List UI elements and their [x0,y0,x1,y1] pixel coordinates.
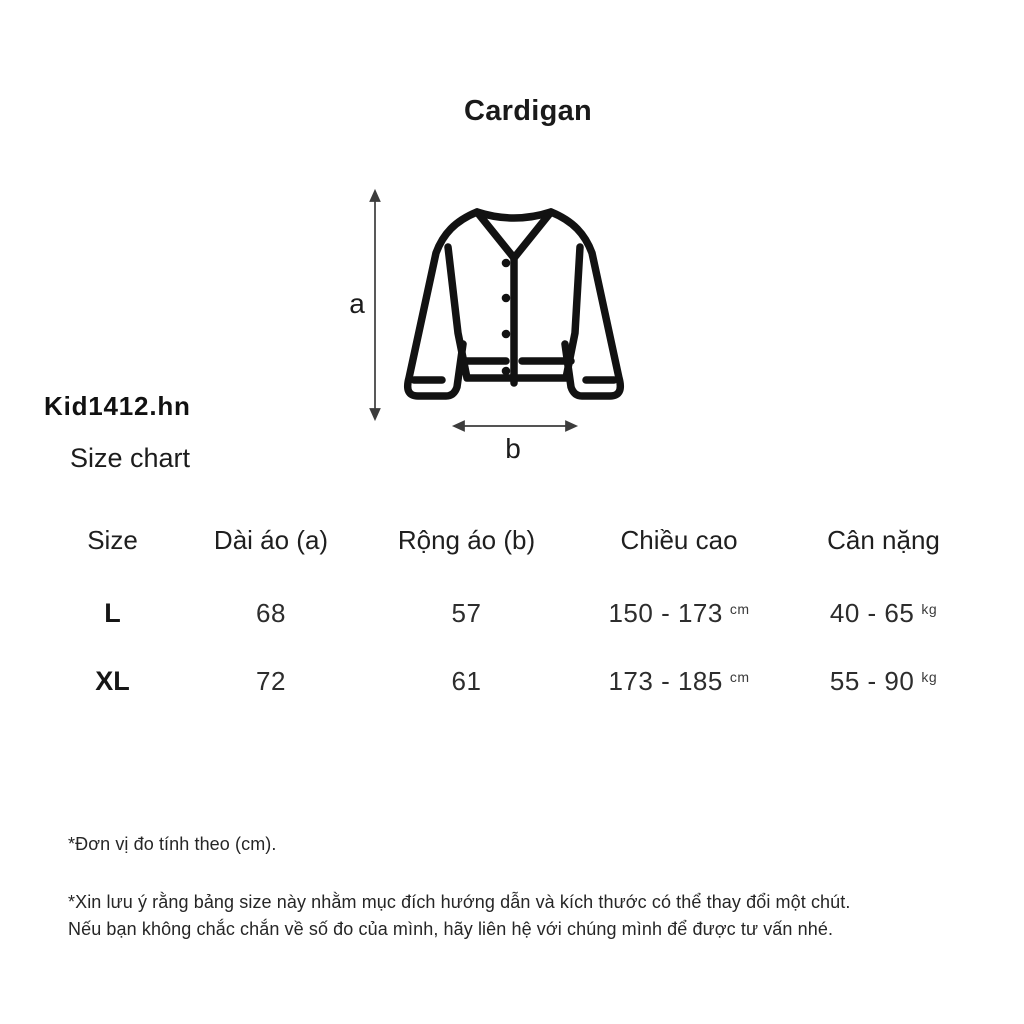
dai-ao-value: 72 [256,665,286,696]
length-label: a [349,288,365,319]
size-chart-heading: Size chart [70,443,191,473]
header-dai-ao: Dài áo (a) [213,524,329,555]
header-rong-ao: Rộng áo (b) [397,524,536,555]
brand-watermark: Kid1412.hn [44,391,191,421]
page-title-text: Cardigan [463,95,593,127]
header-chieu-cao: Chiều cao [620,524,738,555]
chieu-cao-unit: cm [729,668,750,685]
can-nang-value: 55 - 90 kg [787,666,980,697]
can-nang-unit: kg [921,600,938,617]
can-nang-value: 40 - 65 kg [787,598,980,629]
header-size: Size [87,524,138,555]
width-label: b [505,433,521,464]
length-arrow [369,188,381,422]
disclaimer-footnote: *Xin lưu ý rằng bảng size này nhằm mục đ… [68,889,850,943]
garment-diagram: a b [349,188,625,464]
table-row-l: L 68 57 150 - 173 cm 40 - 65 kg [45,579,980,647]
disclaimer-line-2: Nếu bạn không chắc chắn về số đo của mìn… [68,919,834,939]
cardigan-left-sleeve [403,208,481,400]
can-nang-range: 40 - 65 [829,597,915,628]
disclaimer-line-1: *Xin lưu ý rằng bảng size này nhằm mục đ… [68,892,851,912]
chieu-cao-value: 150 - 173 cm [571,598,787,629]
cardigan-buttons [501,258,511,376]
chieu-cao-unit: cm [729,600,750,617]
cardigan-icon [403,208,625,400]
can-nang-range: 55 - 90 [829,665,915,696]
dai-ao-value: 68 [256,597,286,628]
page-title: Cardigan [0,95,1024,128]
chieu-cao-range: 173 - 185 [608,665,723,696]
cardigan-right-sleeve [547,208,625,400]
table-row-xl: XL 72 61 173 - 185 cm 55 - 90 kg [45,647,980,715]
chieu-cao-range: 150 - 173 [608,597,723,628]
can-nang-unit: kg [921,668,938,685]
cardigan-neckline [473,208,555,222]
rong-ao-value: 57 [451,597,482,628]
chieu-cao-value: 173 - 185 cm [571,666,787,697]
unit-footnote: *Đơn vị đo tính theo (cm). [68,834,277,854]
width-arrow [451,420,579,432]
size-value: L [104,597,121,628]
size-value: XL [95,665,130,696]
cardigan-body [444,243,584,382]
size-table: Size Dài áo (a) Rộng áo (b) Chiều cao Câ… [45,515,980,715]
size-table-header: Size Dài áo (a) Rộng áo (b) Chiều cao Câ… [45,515,980,565]
rong-ao-value: 61 [451,665,482,696]
header-can-nang: Cân nặng [827,524,940,555]
